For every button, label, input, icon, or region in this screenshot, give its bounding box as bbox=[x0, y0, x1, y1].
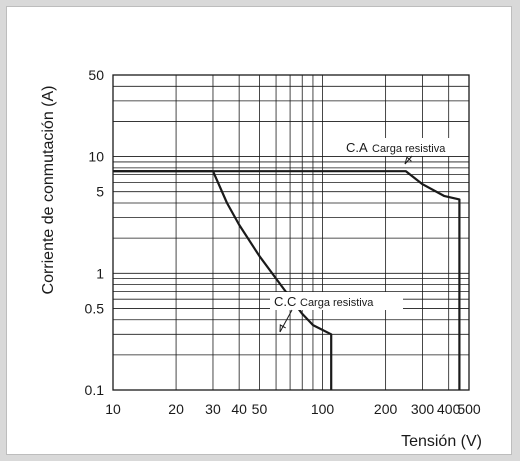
dc-annotation-text: Carga resistiva bbox=[300, 297, 374, 309]
x-tick-label: 40 bbox=[231, 401, 247, 417]
chart-frame bbox=[6, 6, 512, 455]
x-tick-label: 50 bbox=[252, 401, 268, 417]
annotations: C.A Carga resistiva C.C Carga resistiva bbox=[270, 138, 454, 333]
x-tick-label: 30 bbox=[205, 401, 221, 417]
x-tick-label: 20 bbox=[168, 401, 184, 417]
y-tick-label: 0.5 bbox=[85, 300, 105, 316]
y-tick-label: 1 bbox=[96, 265, 104, 281]
x-tick-label: 400 bbox=[437, 401, 461, 417]
y-tick-label: 10 bbox=[88, 149, 104, 165]
x-tick-label: 300 bbox=[411, 401, 435, 417]
ac-annotation-prefix: C.A bbox=[346, 140, 368, 155]
series-line-ac bbox=[113, 170, 461, 390]
grid bbox=[112, 75, 469, 390]
plot-border bbox=[112, 74, 470, 391]
y-axis-label: Corriente de conmutación (A) bbox=[40, 86, 57, 295]
y-tick-label: 0.1 bbox=[85, 382, 105, 398]
x-tick-label: 500 bbox=[457, 401, 481, 417]
x-tick-label: 100 bbox=[311, 401, 335, 417]
dc-annotation-prefix: C.C bbox=[274, 294, 296, 309]
y-tick-labels: 0.1 0.5 1 5 10 50 bbox=[85, 67, 105, 398]
ac-annotation-box bbox=[342, 138, 454, 156]
ac-annotation-arrowhead bbox=[404, 156, 412, 165]
x-axis-label: Tensión (V) bbox=[401, 433, 482, 450]
series-line-dc bbox=[113, 170, 333, 390]
x-tick-label: 200 bbox=[374, 401, 398, 417]
x-tick-label: 10 bbox=[105, 401, 121, 417]
dc-annotation-box bbox=[270, 292, 403, 310]
dc-annotation-leader bbox=[279, 309, 293, 333]
dc-annotation-arrowhead bbox=[279, 324, 286, 333]
ac-annotation-text: Carga resistiva bbox=[372, 143, 446, 155]
ac-annotation-leader bbox=[404, 155, 413, 165]
y-tick-label: 5 bbox=[96, 184, 104, 200]
y-tick-label: 50 bbox=[88, 67, 104, 83]
curves bbox=[113, 170, 461, 390]
